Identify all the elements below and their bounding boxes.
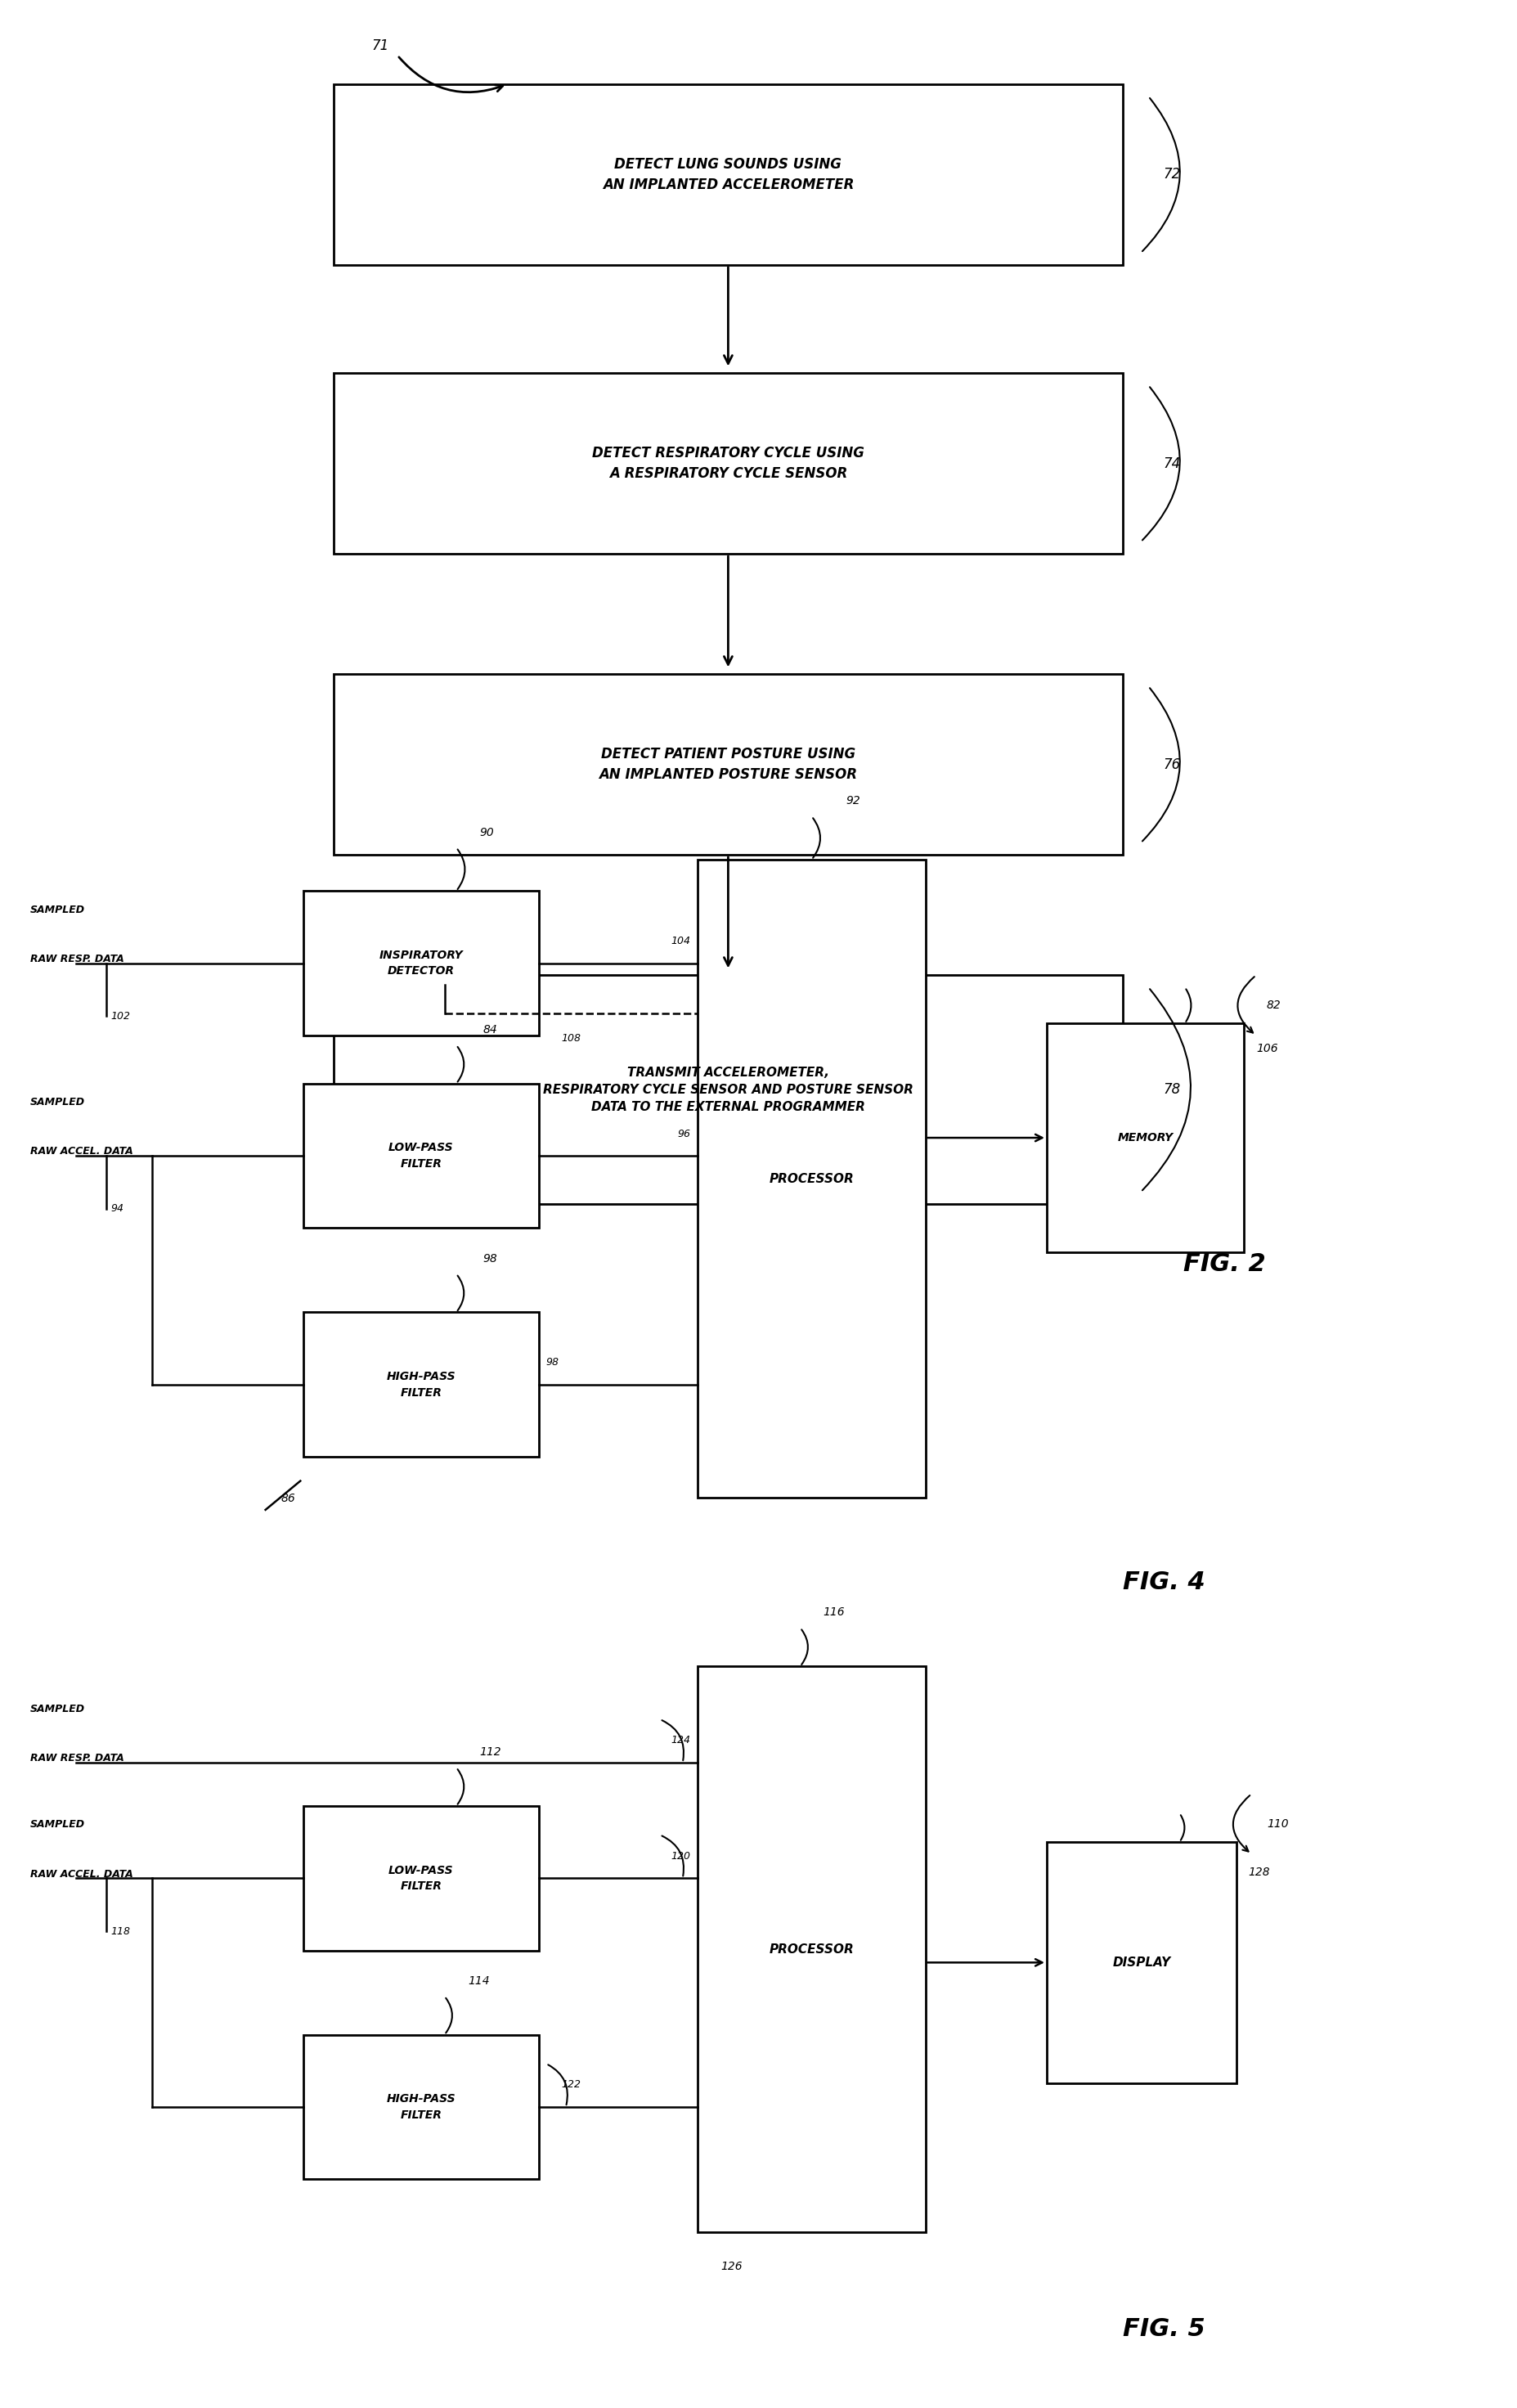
Text: RAW ACCEL. DATA: RAW ACCEL. DATA xyxy=(30,1869,133,1878)
Text: 126: 126 xyxy=(721,2261,742,2273)
Text: 128: 128 xyxy=(1248,1866,1270,1878)
Text: INSPIRATORY
DETECTOR: INSPIRATORY DETECTOR xyxy=(379,949,463,978)
Text: 118: 118 xyxy=(111,1926,130,1936)
Text: FIG. 5: FIG. 5 xyxy=(1123,2316,1204,2341)
Text: 98: 98 xyxy=(546,1358,560,1368)
Text: SAMPLED: SAMPLED xyxy=(30,1705,85,1714)
Text: DISPLAY: DISPLAY xyxy=(1112,1955,1171,1970)
Text: 114: 114 xyxy=(469,1975,490,1987)
Text: RAW RESP. DATA: RAW RESP. DATA xyxy=(30,1753,124,1763)
Text: DETECT RESPIRATORY CYCLE USING
A RESPIRATORY CYCLE SENSOR: DETECT RESPIRATORY CYCLE USING A RESPIRA… xyxy=(592,445,865,482)
Text: 116: 116 xyxy=(824,1606,845,1618)
Text: DETECT PATIENT POSTURE USING
AN IMPLANTED POSTURE SENSOR: DETECT PATIENT POSTURE USING AN IMPLANTE… xyxy=(599,746,857,783)
Text: 122: 122 xyxy=(561,2081,581,2090)
Text: 94: 94 xyxy=(111,1204,124,1214)
Bar xyxy=(303,1806,539,1950)
Bar xyxy=(1047,1023,1244,1252)
Text: LOW-PASS
FILTER: LOW-PASS FILTER xyxy=(388,1864,454,1893)
Text: 82: 82 xyxy=(1267,999,1282,1011)
Text: 72: 72 xyxy=(1164,166,1180,183)
Text: 86: 86 xyxy=(281,1493,296,1505)
Text: 84: 84 xyxy=(482,1023,498,1035)
Bar xyxy=(334,373,1123,554)
Text: 104: 104 xyxy=(671,937,690,946)
Text: PROCESSOR: PROCESSOR xyxy=(769,1943,854,1955)
Text: HIGH-PASS
FILTER: HIGH-PASS FILTER xyxy=(387,1370,455,1399)
Text: 78: 78 xyxy=(1164,1081,1180,1098)
Bar xyxy=(698,860,925,1498)
Bar xyxy=(303,1084,539,1228)
Text: TRANSMIT ACCELEROMETER,
RESPIRATORY CYCLE SENSOR AND POSTURE SENSOR
DATA TO THE : TRANSMIT ACCELEROMETER, RESPIRATORY CYCL… xyxy=(543,1067,913,1112)
Text: 108: 108 xyxy=(561,1033,581,1043)
Text: FIG. 4: FIG. 4 xyxy=(1123,1570,1204,1594)
Bar xyxy=(334,84,1123,265)
Bar xyxy=(334,674,1123,855)
Bar xyxy=(303,1312,539,1457)
Text: RAW RESP. DATA: RAW RESP. DATA xyxy=(30,954,124,963)
Text: SAMPLED: SAMPLED xyxy=(30,905,85,915)
Text: 106: 106 xyxy=(1256,1043,1277,1055)
Text: SAMPLED: SAMPLED xyxy=(30,1820,85,1830)
Text: MEMORY: MEMORY xyxy=(1118,1132,1173,1144)
Text: LOW-PASS
FILTER: LOW-PASS FILTER xyxy=(388,1141,454,1170)
Text: HIGH-PASS
FILTER: HIGH-PASS FILTER xyxy=(387,2093,455,2121)
Text: 112: 112 xyxy=(479,1746,502,1758)
Text: 74: 74 xyxy=(1164,455,1180,472)
Bar xyxy=(334,975,1123,1204)
Text: FIG. 2: FIG. 2 xyxy=(1183,1252,1265,1276)
Bar xyxy=(303,2035,539,2179)
Text: PROCESSOR: PROCESSOR xyxy=(769,1173,854,1185)
Text: 92: 92 xyxy=(846,795,860,807)
Text: 98: 98 xyxy=(482,1252,498,1264)
Text: 120: 120 xyxy=(671,1852,690,1861)
Text: DETECT LUNG SOUNDS USING
AN IMPLANTED ACCELEROMETER: DETECT LUNG SOUNDS USING AN IMPLANTED AC… xyxy=(602,157,854,193)
Text: 96: 96 xyxy=(677,1129,690,1139)
Bar xyxy=(698,1666,925,2232)
Text: 124: 124 xyxy=(671,1736,690,1746)
Text: 90: 90 xyxy=(479,826,495,838)
Text: 76: 76 xyxy=(1164,756,1180,773)
Bar xyxy=(1047,1842,1236,2083)
Text: SAMPLED: SAMPLED xyxy=(30,1098,85,1108)
Text: RAW ACCEL. DATA: RAW ACCEL. DATA xyxy=(30,1146,133,1156)
Text: 102: 102 xyxy=(111,1011,130,1021)
Bar xyxy=(303,891,539,1035)
Text: 71: 71 xyxy=(372,39,388,53)
Text: 110: 110 xyxy=(1267,1818,1288,1830)
